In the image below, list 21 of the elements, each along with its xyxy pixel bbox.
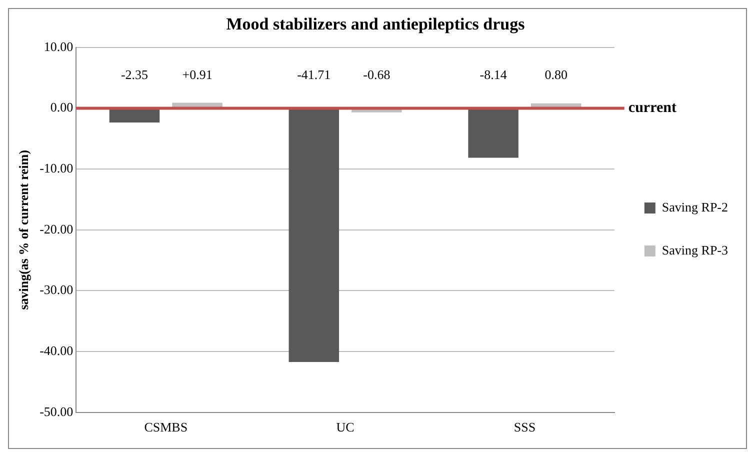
y-tick-label: 10.00: [44, 38, 74, 54]
data-label: 0.80: [544, 67, 568, 82]
x-tick-label: UC: [336, 420, 354, 435]
y-axis-title: saving(as % of current reim): [16, 150, 32, 310]
ref-line-label: current: [628, 100, 676, 116]
data-label: -2.35: [120, 67, 148, 82]
legend-label: Saving RP-3: [662, 242, 728, 258]
data-label: -41.71: [297, 67, 331, 82]
chart-title: Mood stabilizers and antiepileptics drugs: [226, 14, 526, 34]
y-tick-label: -20.00: [40, 221, 74, 236]
y-tick-label: -30.00: [40, 282, 74, 298]
data-label: +0.91: [182, 67, 212, 82]
y-tick-label: 0.00: [50, 100, 74, 115]
x-tick-label: CSMBS: [144, 420, 188, 435]
y-tick-label: -50.00: [40, 404, 74, 419]
y-tick-label: -10.00: [40, 160, 74, 176]
legend-label: Saving RP-2: [662, 199, 728, 214]
y-tick-label: -40.00: [40, 342, 74, 358]
data-label: -0.68: [363, 67, 390, 82]
data-label: -8.14: [480, 67, 508, 82]
x-tick-label: SSS: [514, 420, 536, 435]
